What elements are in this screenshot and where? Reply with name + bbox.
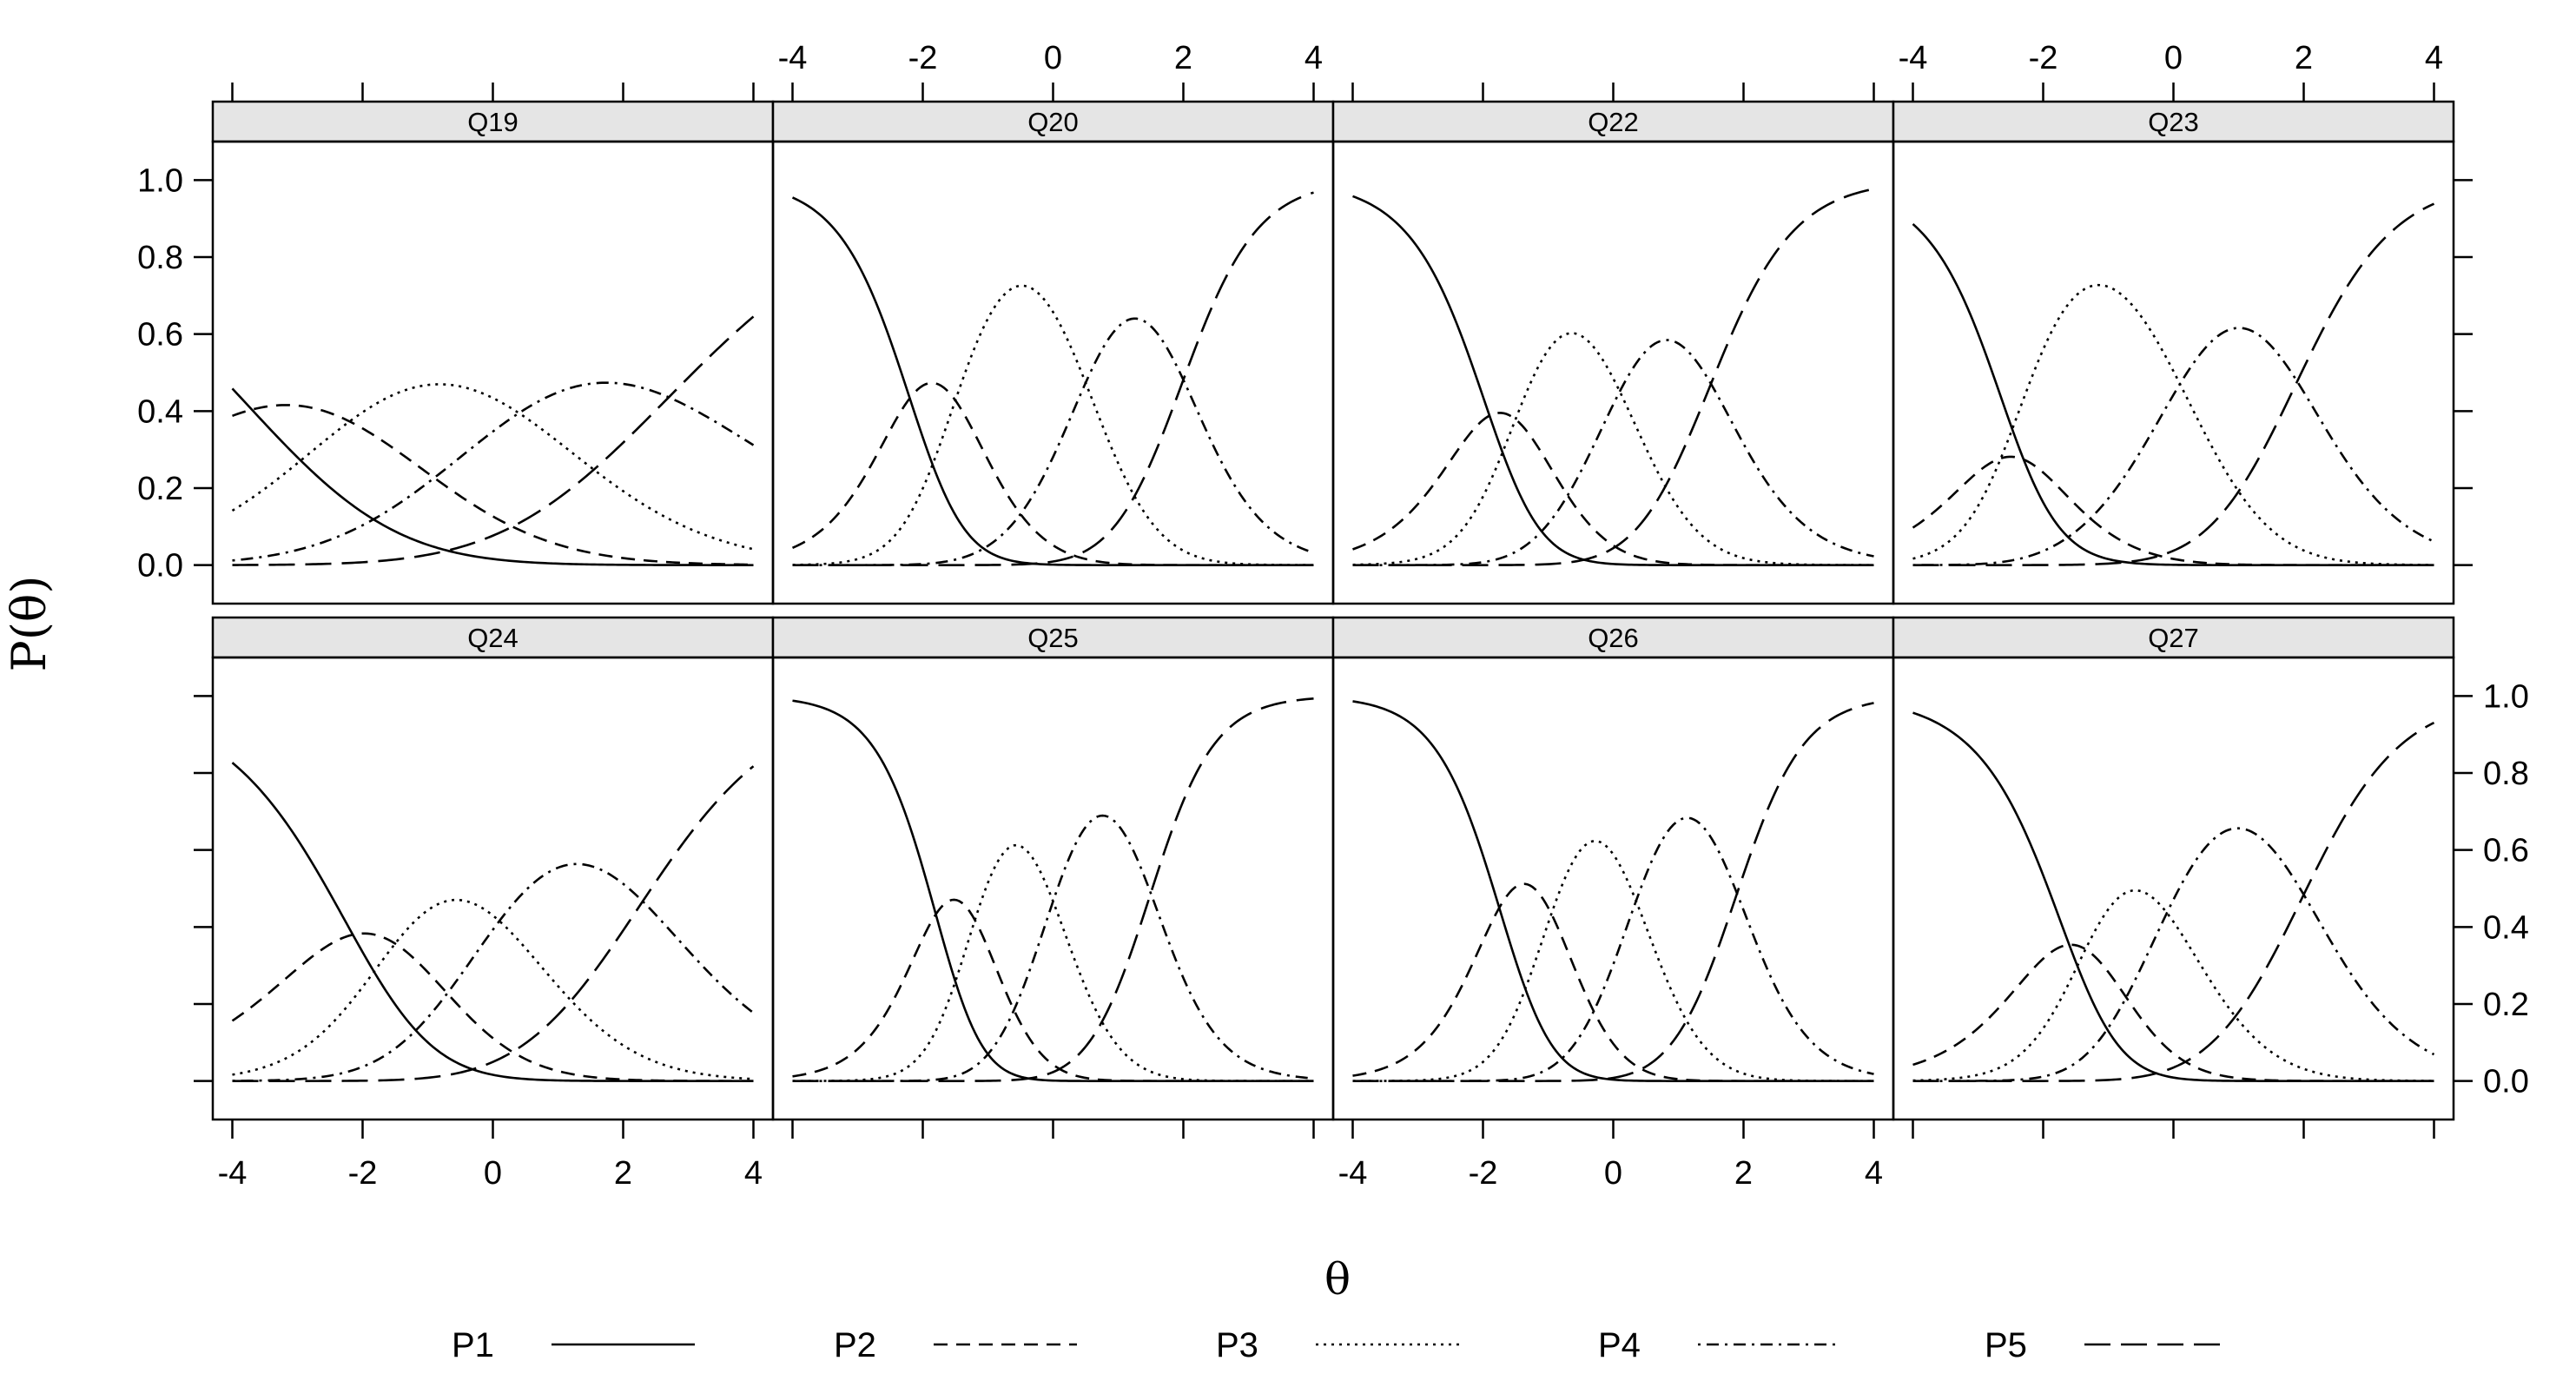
panel-frame bbox=[1892, 140, 2455, 605]
x-tick-label: 2 bbox=[1734, 1155, 1753, 1192]
panel-strip bbox=[1892, 616, 2455, 659]
panels: Q19 Q20 Q22 Q23 Q24 Q25 Q26 Q27 bbox=[211, 100, 2455, 1121]
x-tick-label: 0 bbox=[1044, 40, 1062, 76]
curve-p1 bbox=[1352, 195, 1874, 566]
y-tick-label: 0.8 bbox=[2483, 756, 2529, 792]
curve-p3 bbox=[1912, 283, 2434, 566]
curve-p1 bbox=[792, 699, 1314, 1082]
x-tick-label: 4 bbox=[2425, 40, 2443, 76]
curve-p5 bbox=[232, 315, 755, 566]
panel-q23: Q23 bbox=[1892, 100, 2455, 605]
curve-p4 bbox=[1912, 327, 2435, 566]
panel-title: Q24 bbox=[467, 623, 519, 653]
curve-p2 bbox=[232, 404, 754, 566]
x-tick-label: -4 bbox=[218, 1155, 248, 1192]
x-tick-label: 2 bbox=[614, 1155, 632, 1192]
y-tick-label: 0.6 bbox=[137, 317, 183, 353]
panel-strip bbox=[771, 616, 1335, 659]
legend-label: P1 bbox=[452, 1326, 494, 1364]
x-tick-label: -2 bbox=[2029, 40, 2058, 76]
panel-q24: Q24 bbox=[211, 616, 775, 1121]
legend-label: P3 bbox=[1216, 1326, 1258, 1364]
curve-p2 bbox=[1912, 455, 2434, 566]
panel-q22: Q22 bbox=[1331, 100, 1895, 605]
curve-p1 bbox=[1912, 711, 2434, 1082]
curve-p2 bbox=[1352, 882, 1874, 1082]
panel-title: Q25 bbox=[1027, 623, 1079, 653]
y-tick-label: 0.6 bbox=[2483, 833, 2529, 869]
x-tick-label: 2 bbox=[1174, 40, 1192, 76]
curve-p4 bbox=[232, 381, 755, 562]
y-tick-label: 1.0 bbox=[137, 162, 183, 199]
curve-p5 bbox=[792, 191, 1314, 566]
curve-p5 bbox=[232, 765, 755, 1082]
y-tick-label: 0.0 bbox=[2483, 1064, 2529, 1100]
panel-title: Q27 bbox=[2148, 623, 2199, 653]
x-tick-label: 4 bbox=[1305, 40, 1323, 76]
y-tick-label: 0.2 bbox=[2483, 987, 2529, 1023]
legend-item-p5: P5 bbox=[1985, 1326, 2228, 1364]
y-tick-label: 0.0 bbox=[137, 548, 183, 585]
x-tick-label: 4 bbox=[1865, 1155, 1883, 1192]
x-tick-label: -2 bbox=[1469, 1155, 1498, 1192]
x-axis-title: θ bbox=[1324, 1254, 1351, 1305]
y-tick-label: 0.8 bbox=[137, 240, 183, 276]
panel-title: Q19 bbox=[467, 107, 519, 137]
x-tick-label: 0 bbox=[484, 1155, 502, 1192]
x-tick-label: 0 bbox=[2164, 40, 2183, 76]
x-tick-label: -2 bbox=[348, 1155, 378, 1192]
curve-p2 bbox=[231, 932, 754, 1082]
legend-item-p4: P4 bbox=[1598, 1326, 1841, 1364]
curve-p1 bbox=[231, 762, 754, 1082]
panel-title: Q23 bbox=[2148, 107, 2199, 137]
axes: -4 -2 0 2 4 -4 -2 0 2 4 -4 -2 0 2 4 -4 -2 0 2 4 0.0 0.2 0.4 0.6… bbox=[137, 40, 2529, 1192]
legend-item-p2: P2 bbox=[834, 1326, 1077, 1364]
panel-title: Q26 bbox=[1588, 623, 1639, 653]
panel-title: Q22 bbox=[1588, 107, 1639, 137]
x-tick-label: 4 bbox=[744, 1155, 763, 1192]
curve-p4 bbox=[1352, 816, 1874, 1082]
panel-q26: Q26 bbox=[1331, 616, 1895, 1121]
legend-label: P5 bbox=[1985, 1326, 2027, 1364]
curve-p5 bbox=[792, 697, 1314, 1082]
curve-p2 bbox=[1352, 412, 1874, 566]
panel-strip bbox=[771, 100, 1335, 143]
legend: P1 P2 P3 P4 P5 bbox=[452, 1326, 2228, 1364]
y-axis-title: P(θ) bbox=[2, 576, 56, 672]
curve-p1 bbox=[791, 196, 1314, 566]
curve-p1 bbox=[1912, 222, 2434, 566]
curve-p5 bbox=[1912, 202, 2435, 566]
x-tick-label: -4 bbox=[778, 40, 808, 76]
y-tick-label: 1.0 bbox=[2483, 678, 2529, 715]
curve-p1 bbox=[231, 387, 754, 566]
x-tick-label: -4 bbox=[1899, 40, 1928, 76]
curve-p5 bbox=[1352, 702, 1874, 1082]
curve-p3 bbox=[1912, 888, 2434, 1082]
curve-p4 bbox=[232, 862, 755, 1082]
x-tick-label: 0 bbox=[1604, 1155, 1622, 1192]
panel-q19: Q19 bbox=[211, 100, 775, 605]
legend-item-p1: P1 bbox=[452, 1326, 695, 1364]
curve-p4 bbox=[792, 317, 1314, 566]
panel-title: Q20 bbox=[1027, 107, 1079, 137]
legend-label: P4 bbox=[1598, 1326, 1641, 1364]
x-tick-label: -2 bbox=[908, 40, 938, 76]
panel-strip bbox=[1331, 100, 1895, 143]
y-tick-label: 0.4 bbox=[2483, 909, 2529, 946]
y-tick-label: 0.2 bbox=[137, 471, 183, 507]
curve-p5 bbox=[1912, 721, 2435, 1082]
curve-p5 bbox=[1352, 188, 1874, 566]
curve-p4 bbox=[792, 814, 1314, 1082]
panel-strip bbox=[211, 100, 775, 143]
x-tick-label: 2 bbox=[2295, 40, 2313, 76]
legend-item-p3: P3 bbox=[1216, 1326, 1459, 1364]
y-tick-label: 0.4 bbox=[137, 393, 183, 430]
curve-p3 bbox=[1352, 839, 1874, 1082]
curve-p3 bbox=[792, 284, 1314, 566]
x-tick-label: -4 bbox=[1338, 1155, 1368, 1192]
legend-label: P2 bbox=[834, 1326, 876, 1364]
